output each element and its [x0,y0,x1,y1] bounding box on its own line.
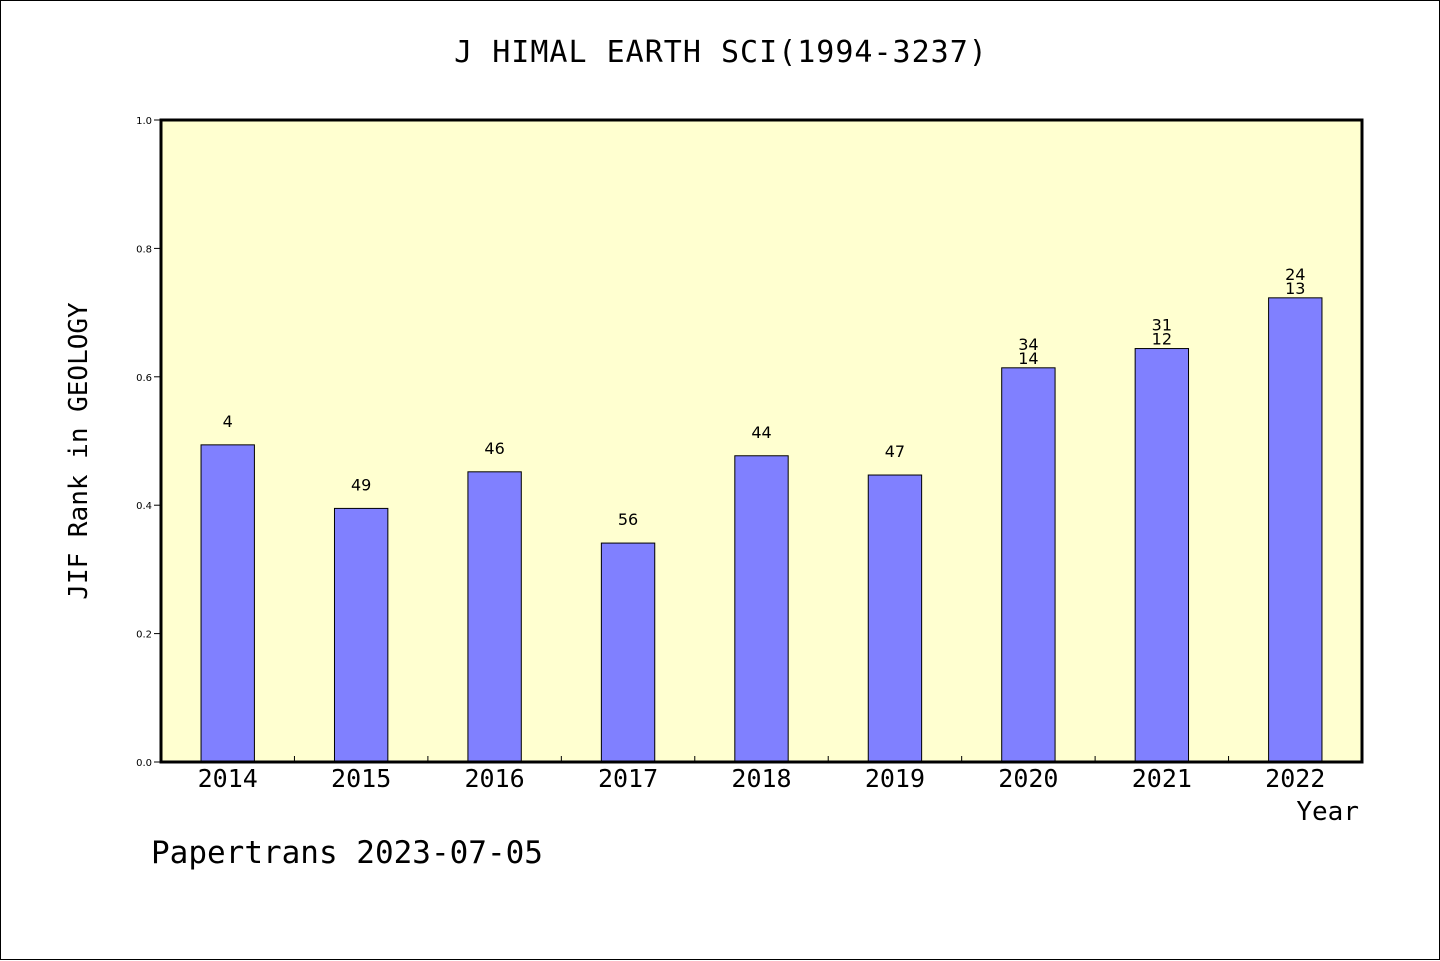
bar-data-label: 34 [1018,335,1038,354]
bar-2016 [467,471,522,763]
bar-data-label: 13 [1285,279,1305,298]
chart-title: J HIMAL EARTH SCI(1994-3237) [454,35,988,70]
bar-data-label: 31 [1152,316,1172,335]
bar-data-label: 4 [223,412,233,431]
bar-data-label: 14 [1018,349,1038,368]
bar-data-label: 49 [351,475,371,494]
y-tick-label: 1.0 [136,116,152,127]
bar-2021 [1134,348,1190,763]
x-tick-label: 2016 [465,764,525,793]
x-tick-label: 2015 [331,764,391,793]
bar-data-label: 56 [618,510,638,529]
bar-2020 [1001,367,1056,763]
x-tick-label: 2019 [865,764,925,793]
bar-2014 [200,444,255,763]
footer-note: Papertrans 2023-07-05 [151,835,543,871]
x-axis-label: Year [1296,797,1359,827]
bar-2019 [867,474,923,763]
bar-data-label: 46 [484,439,504,458]
x-tick-label: 2020 [998,764,1058,793]
bar-2017 [600,542,656,763]
x-tick-label: 2022 [1265,764,1325,793]
bar-2018 [734,455,789,763]
bar-data-label: 47 [885,442,905,461]
y-tick-label: 0.6 [136,373,152,384]
y-tick-label: 0.8 [136,244,152,255]
bar-data-label: 24 [1285,265,1305,284]
bar-data-label: 44 [751,423,771,442]
bar-2022 [1268,297,1323,763]
bar-2015 [333,507,389,763]
x-tick-label: 2021 [1132,764,1192,793]
x-tick-label: 2014 [198,764,258,793]
y-tick-label: 0.4 [136,501,152,512]
x-tick-label: 2018 [731,764,791,793]
y-tick-label: 0.2 [136,630,152,641]
x-tick-label: 2017 [598,764,658,793]
plot-frame [159,118,1364,764]
y-tick-label: 0.0 [136,758,152,769]
bar-data-label: 12 [1152,330,1172,349]
